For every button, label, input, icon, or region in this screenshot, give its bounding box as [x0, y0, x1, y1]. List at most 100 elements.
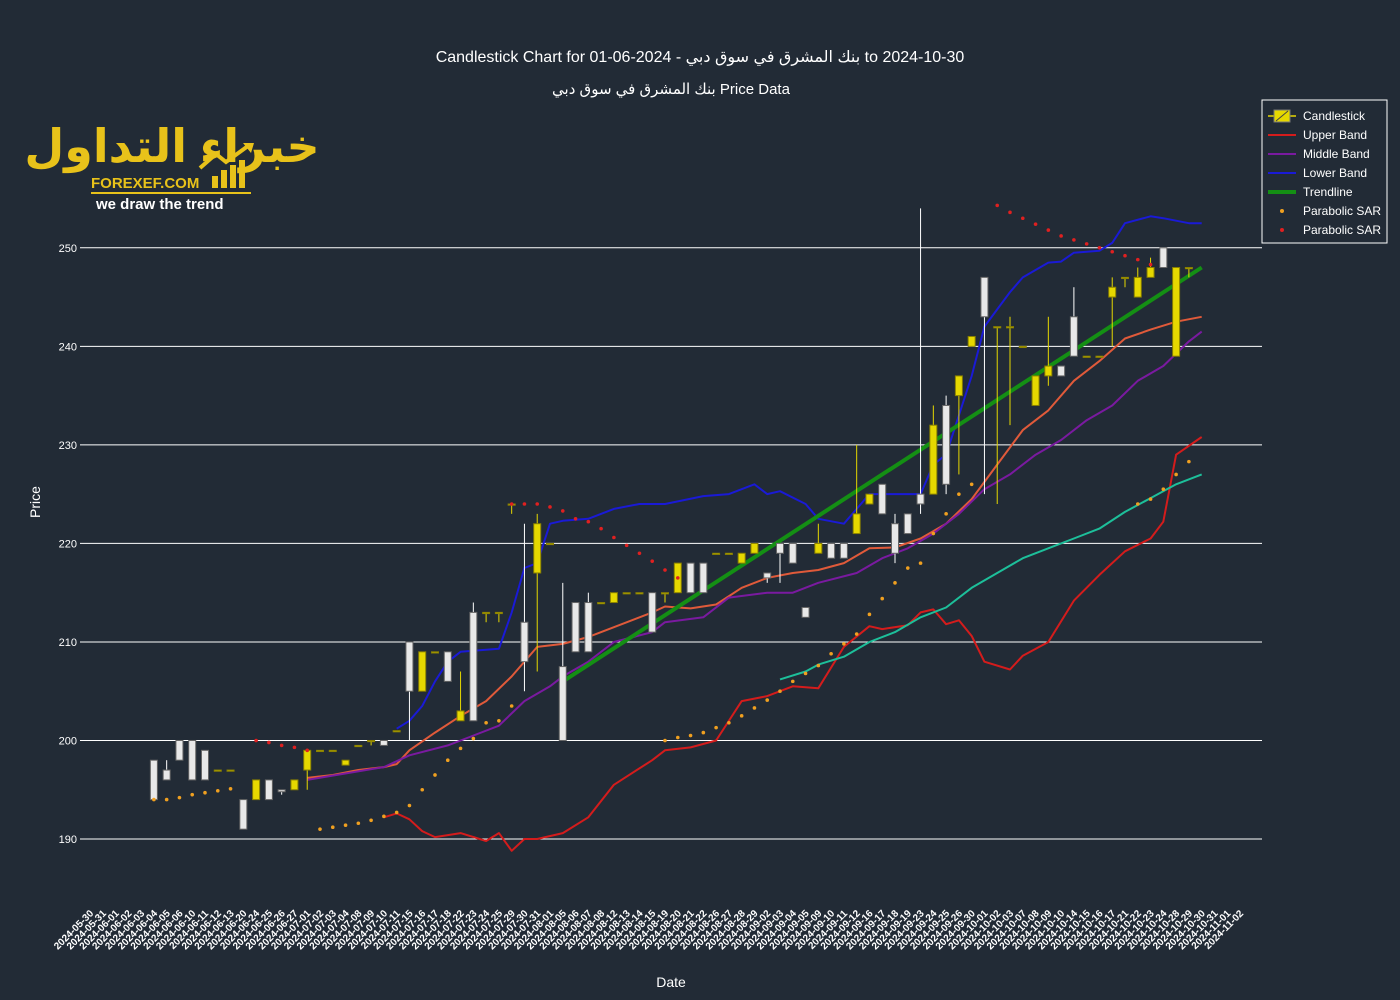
candle-2024-08-26	[712, 552, 721, 555]
candle-body	[903, 513, 912, 535]
psar-dot-0	[152, 797, 156, 802]
candle-2024-06-20	[239, 799, 248, 830]
candle-body	[533, 523, 542, 574]
psar-dot-1	[1123, 253, 1127, 258]
candle-2024-08-28	[737, 552, 746, 564]
legend-label: Upper Band	[1303, 128, 1367, 142]
candle-2024-06-27	[290, 779, 299, 791]
candle-2024-07-16	[418, 651, 427, 692]
candle-body	[648, 592, 657, 633]
candle-body	[967, 335, 976, 347]
psar-dot-1	[305, 748, 310, 753]
candle-body	[494, 611, 503, 615]
candle-2024-10-14	[1069, 287, 1078, 357]
psar-dot-0	[369, 818, 373, 823]
candle-body	[1057, 365, 1066, 377]
logo-bar-1	[212, 176, 218, 188]
psar-dot-1	[1097, 246, 1102, 250]
legend-candle-diag	[1275, 110, 1289, 122]
legend-label: Lower Band	[1303, 166, 1367, 180]
candle-2024-07-08	[354, 744, 363, 748]
candle-2024-06-11	[201, 749, 209, 781]
candle-body	[1018, 345, 1027, 349]
psar-dot-1	[548, 505, 552, 509]
candle-2024-10-01	[980, 276, 989, 495]
candle-2024-06-25	[264, 779, 273, 801]
psar-dot-0	[356, 821, 361, 826]
psar-dot-0	[675, 735, 680, 740]
candle-body	[622, 592, 631, 595]
candle-2024-10-28	[1172, 267, 1181, 357]
candle-body	[724, 552, 733, 555]
candle-2024-07-10	[379, 739, 388, 746]
candle-2024-08-29	[750, 542, 759, 554]
candle-body	[635, 592, 644, 595]
psar-dot-1	[1110, 249, 1115, 254]
logo-underline	[91, 192, 251, 194]
psar-dot-0	[215, 788, 220, 793]
candle-2024-07-22	[456, 671, 465, 722]
psar-dot-1	[535, 502, 540, 506]
candle-2024-07-24	[482, 611, 491, 623]
legend-item-3: Lower Band	[1268, 166, 1367, 180]
psar-dot-0	[688, 733, 693, 738]
psar-dot-1	[1020, 216, 1025, 221]
candle-body	[316, 749, 324, 753]
candle-2024-06-24	[252, 779, 261, 801]
psar-dot-0	[458, 746, 463, 751]
candle-2024-10-24	[1159, 247, 1168, 269]
legend-label: Trendline	[1303, 185, 1353, 199]
psar-dot-0	[816, 663, 821, 668]
candle-body	[188, 739, 197, 781]
psar-dot-0	[164, 797, 169, 802]
candle-2024-08-21	[686, 562, 695, 594]
candle-2024-06-05	[162, 760, 171, 781]
series-line-3	[383, 436, 1203, 852]
y-tick-240: 240	[59, 341, 77, 353]
candle-body	[546, 542, 554, 546]
candle-2024-09-03	[776, 542, 784, 583]
candle-2024-09-25	[942, 395, 951, 495]
logo-bar-2	[221, 170, 227, 188]
psar-dot-1	[612, 535, 616, 540]
candle-body	[571, 602, 580, 653]
legend-dot-icon	[1280, 228, 1284, 232]
legend-item-6: Parabolic SAR	[1280, 223, 1381, 237]
psar-dot-0	[1148, 497, 1153, 501]
candle-body	[712, 552, 721, 555]
psar-dot-0	[714, 725, 718, 730]
y-tick-250: 250	[59, 243, 77, 255]
candle-body	[878, 483, 887, 515]
candle-body	[1095, 355, 1104, 358]
psar-dot-0	[484, 720, 488, 725]
candle-body	[597, 602, 606, 605]
series-line-2	[396, 215, 1202, 730]
candle-body	[1031, 375, 1040, 406]
psar-dot-1	[1148, 262, 1153, 267]
psar-dot-0	[330, 825, 335, 829]
psar-dot-0	[893, 581, 897, 585]
psar-dot-0	[471, 736, 476, 741]
psar-dot-0	[969, 482, 974, 487]
candle-body	[469, 611, 478, 722]
psar-dot-1	[624, 543, 629, 548]
y-tick-220: 220	[59, 538, 77, 550]
candle-body	[482, 611, 491, 615]
series-line-0	[307, 315, 1202, 779]
candle-2024-10-09	[1044, 316, 1053, 386]
psar-dot-0	[727, 720, 731, 725]
candle-body	[239, 799, 248, 830]
candle-2024-06-12	[213, 769, 222, 772]
psar-dot-1	[1059, 234, 1063, 238]
y-tick-200: 200	[59, 735, 77, 747]
candle-body	[149, 759, 158, 801]
psar-dot-1	[599, 526, 603, 531]
candle-2024-08-12	[609, 592, 618, 604]
candle-2024-10-03	[1006, 316, 1014, 426]
psar-dot-1	[637, 551, 642, 556]
candle-body	[801, 606, 810, 618]
candle-body	[277, 789, 286, 793]
psar-dot-0	[803, 671, 808, 676]
candle-body	[1044, 365, 1053, 377]
candle-2024-07-11	[392, 730, 401, 733]
